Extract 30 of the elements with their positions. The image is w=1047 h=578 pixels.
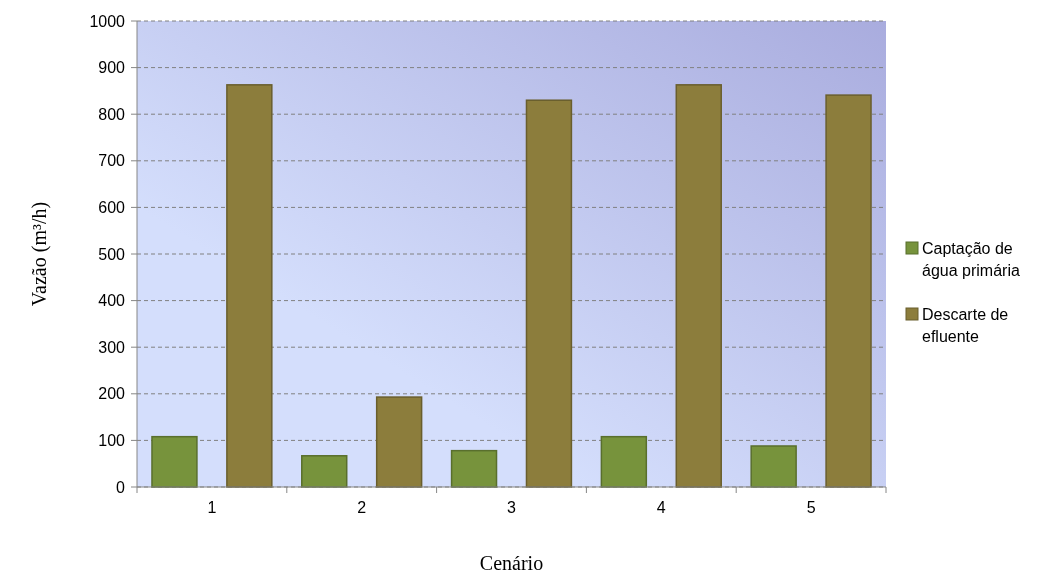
- y-tick-label: 700: [98, 152, 126, 170]
- x-tick-label: 3: [507, 499, 517, 516]
- x-tick-label: 1: [207, 499, 217, 516]
- bar: [151, 435, 198, 488]
- legend-label: Captação de água primária: [922, 239, 1020, 279]
- bar: [675, 84, 722, 488]
- y-tick-label: 1000: [89, 12, 126, 30]
- y-tick-label: 500: [98, 245, 126, 263]
- y-tick-label: 200: [98, 385, 126, 403]
- bar: [750, 445, 797, 488]
- bar: [301, 455, 348, 488]
- x-tick-label: 2: [357, 499, 367, 516]
- bar: [226, 84, 273, 488]
- y-tick-label: 100: [98, 432, 126, 449]
- x-tick-label: 5: [806, 499, 816, 516]
- y-axis-title: Vazão (m³/h): [28, 201, 51, 307]
- y-tick-label: 0: [116, 478, 126, 496]
- bar: [600, 435, 648, 488]
- bar: [375, 396, 423, 488]
- y-tick-label: 800: [98, 105, 126, 123]
- x-axis-title: Cenário: [479, 552, 544, 574]
- y-tick-label: 900: [98, 59, 126, 77]
- bar: [525, 99, 573, 488]
- y-tick-label: 300: [98, 338, 126, 356]
- y-tick-label: 600: [98, 199, 126, 216]
- y-tick-label: 400: [98, 292, 126, 310]
- x-tick-label: 4: [656, 499, 666, 516]
- legend-label: Descarte de efluente: [922, 305, 1009, 345]
- bar: [450, 449, 498, 488]
- bar: [825, 94, 872, 488]
